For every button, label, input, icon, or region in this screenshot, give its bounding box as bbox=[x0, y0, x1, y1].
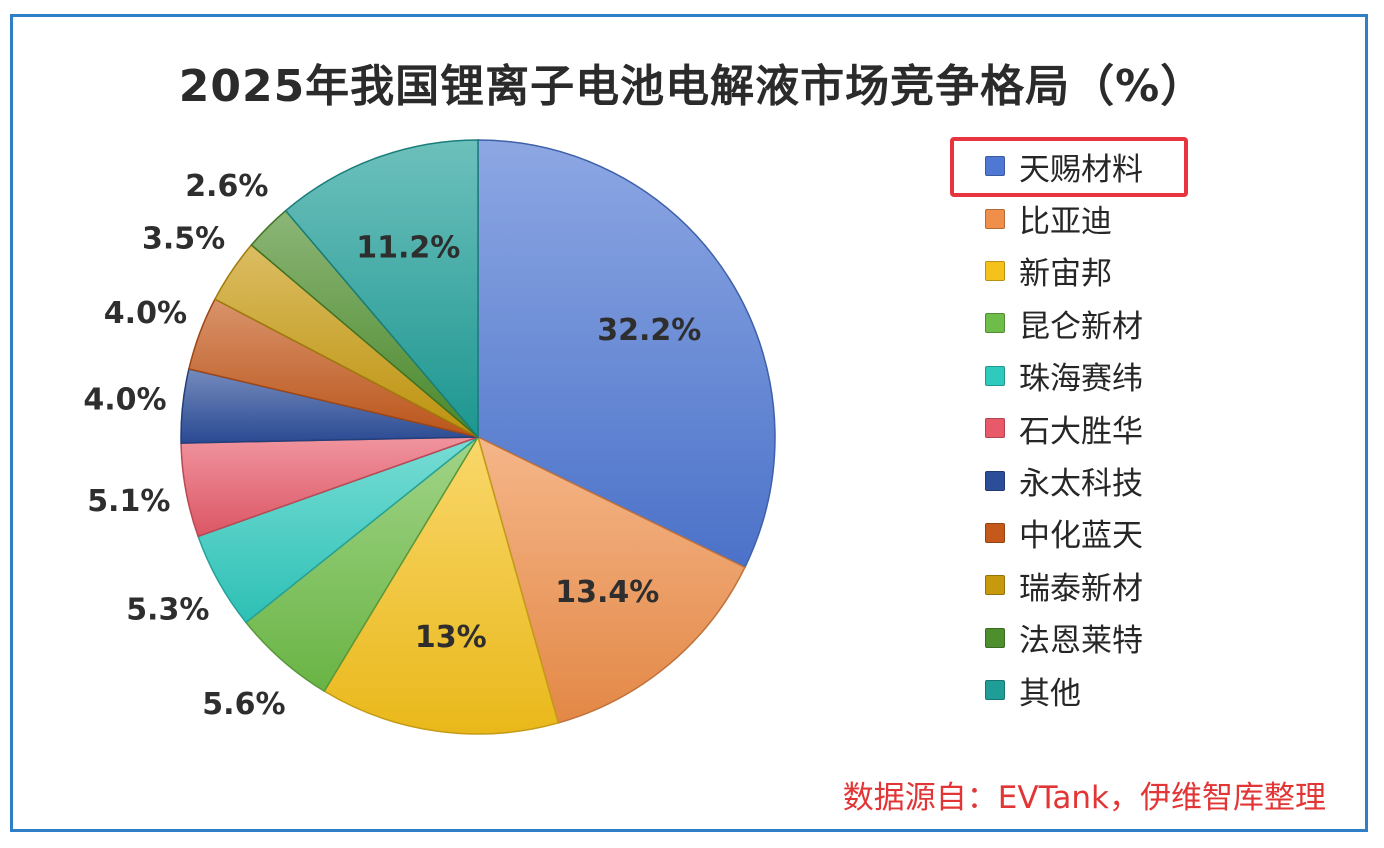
legend-highlight-box bbox=[950, 137, 1188, 197]
legend-item-4: 昆仑新材 bbox=[985, 297, 1143, 349]
legend-label: 珠海赛纬 bbox=[1019, 361, 1143, 398]
data-label-8: 4.0% bbox=[104, 296, 187, 331]
chart-title: 2025年我国锂离子电池电解液市场竞争格局（%） bbox=[178, 61, 1206, 112]
legend: 天赐材料比亚迪新宙邦昆仑新材珠海赛纬石大胜华永太科技中化蓝天瑞泰新材法恩莱特其他 bbox=[985, 140, 1143, 716]
legend-swatch bbox=[985, 627, 1005, 648]
legend-item-2: 比亚迪 bbox=[985, 192, 1143, 244]
data-label-3: 13% bbox=[415, 620, 487, 655]
legend-item-5: 珠海赛纬 bbox=[985, 350, 1143, 402]
pie-slice-3 bbox=[323, 435, 560, 735]
data-label-1: 32.2% bbox=[597, 313, 701, 348]
data-label-11: 11.2% bbox=[356, 230, 460, 265]
legend-item-11: 其他 bbox=[985, 664, 1143, 716]
legend-item-3: 新宙邦 bbox=[985, 245, 1143, 297]
pie-slice-1 bbox=[477, 139, 776, 569]
legend-label: 石大胜华 bbox=[1019, 413, 1143, 450]
legend-label: 瑞泰新材 bbox=[1019, 570, 1143, 607]
legend-item-8: 中化蓝天 bbox=[985, 507, 1143, 559]
data-label-10: 2.6% bbox=[185, 169, 268, 204]
legend-label: 法恩莱特 bbox=[1019, 623, 1143, 660]
legend-item-6: 石大胜华 bbox=[985, 402, 1143, 454]
legend-swatch bbox=[985, 418, 1005, 439]
legend-item-7: 永太科技 bbox=[985, 454, 1143, 506]
legend-label: 其他 bbox=[1019, 675, 1081, 712]
data-label-6: 5.1% bbox=[87, 484, 170, 519]
legend-item-10: 法恩莱特 bbox=[985, 612, 1143, 664]
legend-label: 中化蓝天 bbox=[1019, 518, 1143, 555]
legend-swatch bbox=[985, 156, 1005, 177]
legend-item-1: 天赐材料 bbox=[985, 140, 1143, 192]
legend-swatch bbox=[985, 522, 1005, 543]
legend-label: 永太科技 bbox=[1019, 466, 1143, 503]
data-label-9: 3.5% bbox=[142, 222, 225, 257]
pie-slice-11 bbox=[284, 139, 479, 440]
pie-slice-2 bbox=[476, 435, 746, 724]
legend-swatch bbox=[985, 313, 1005, 334]
legend-swatch bbox=[985, 365, 1005, 386]
legend-label: 昆仑新材 bbox=[1019, 308, 1143, 345]
data-label-4: 5.6% bbox=[202, 687, 285, 722]
data-label-5: 5.3% bbox=[126, 593, 209, 628]
legend-swatch bbox=[985, 260, 1005, 281]
legend-label: 新宙邦 bbox=[1019, 256, 1112, 293]
data-label-2: 13.4% bbox=[555, 575, 659, 610]
legend-swatch bbox=[985, 470, 1005, 491]
legend-label: 天赐材料 bbox=[1019, 151, 1143, 188]
source-note: 数据源自：EVTank，伊维智库整理 bbox=[842, 780, 1326, 816]
data-label-7: 4.0% bbox=[83, 383, 166, 418]
legend-swatch bbox=[985, 575, 1005, 596]
legend-swatch bbox=[985, 208, 1005, 229]
legend-item-9: 瑞泰新材 bbox=[985, 559, 1143, 611]
legend-swatch bbox=[985, 680, 1005, 701]
legend-label: 比亚迪 bbox=[1019, 204, 1112, 241]
